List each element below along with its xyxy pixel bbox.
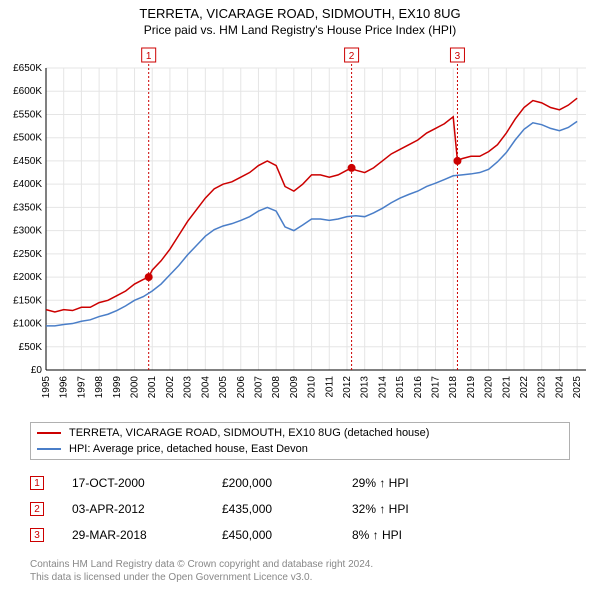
svg-text:£150K: £150K — [13, 295, 42, 306]
svg-text:2008: 2008 — [271, 376, 282, 399]
svg-text:£650K: £650K — [13, 63, 42, 74]
svg-text:1997: 1997 — [76, 376, 87, 399]
svg-text:£550K: £550K — [13, 109, 42, 120]
svg-text:£400K: £400K — [13, 179, 42, 190]
svg-text:2015: 2015 — [395, 376, 406, 399]
svg-text:£450K: £450K — [13, 156, 42, 167]
svg-text:£50K: £50K — [19, 342, 43, 353]
svg-text:2010: 2010 — [307, 376, 318, 399]
transaction-marker: 1 — [30, 476, 44, 490]
chart-svg: £0 £50K £100K £150K £200K £250K £300K £350K £400… — [4, 44, 594, 414]
transaction-price: £200,000 — [222, 476, 352, 490]
svg-text:2009: 2009 — [289, 376, 300, 399]
legend-box: TERRETA, VICARAGE ROAD, SIDMOUTH, EX10 8… — [30, 422, 570, 460]
legend-item: TERRETA, VICARAGE ROAD, SIDMOUTH, EX10 8… — [37, 425, 563, 441]
chart-subtitle: Price paid vs. HM Land Registry's House … — [0, 21, 600, 41]
legend-item: HPI: Average price, detached house, East… — [37, 441, 563, 457]
svg-text:2001: 2001 — [147, 376, 158, 399]
transaction-marker: 2 — [30, 502, 44, 516]
svg-text:3: 3 — [455, 51, 461, 62]
transaction-delta: 8% ↑ HPI — [352, 528, 472, 542]
svg-text:1998: 1998 — [94, 376, 105, 399]
svg-text:2014: 2014 — [377, 376, 388, 399]
footer-line-2: This data is licensed under the Open Gov… — [30, 571, 373, 584]
transaction-price: £435,000 — [222, 502, 352, 516]
transaction-date: 17-OCT-2000 — [72, 476, 222, 490]
svg-text:£300K: £300K — [13, 226, 42, 237]
svg-text:2020: 2020 — [484, 376, 495, 399]
svg-text:2024: 2024 — [554, 376, 565, 399]
transaction-row: 3 29-MAR-2018£450,0008% ↑ HPI — [30, 522, 570, 548]
svg-text:£350K: £350K — [13, 202, 42, 213]
svg-text:2005: 2005 — [218, 376, 229, 399]
svg-text:2016: 2016 — [413, 376, 424, 399]
svg-text:2021: 2021 — [501, 376, 512, 399]
svg-text:2000: 2000 — [130, 376, 141, 399]
transaction-date: 29-MAR-2018 — [72, 528, 222, 542]
legend-label: TERRETA, VICARAGE ROAD, SIDMOUTH, EX10 8… — [69, 427, 429, 439]
svg-text:2012: 2012 — [342, 376, 353, 399]
svg-text:1: 1 — [146, 51, 152, 62]
svg-text:2022: 2022 — [519, 376, 530, 399]
svg-text:2: 2 — [349, 51, 355, 62]
legend-label: HPI: Average price, detached house, East… — [69, 443, 308, 455]
transaction-price: £450,000 — [222, 528, 352, 542]
transaction-delta: 32% ↑ HPI — [352, 502, 472, 516]
svg-text:£250K: £250K — [13, 249, 42, 260]
svg-text:2007: 2007 — [253, 376, 264, 399]
svg-text:1996: 1996 — [59, 376, 70, 399]
svg-text:2013: 2013 — [360, 376, 371, 399]
svg-text:2004: 2004 — [200, 376, 211, 399]
svg-text:2018: 2018 — [448, 376, 459, 399]
chart-area: £0 £50K £100K £150K £200K £250K £300K £350K £400… — [4, 44, 594, 414]
svg-text:2023: 2023 — [537, 376, 548, 399]
footer-line-1: Contains HM Land Registry data © Crown c… — [30, 558, 373, 571]
svg-text:2011: 2011 — [324, 376, 335, 398]
chart-title: TERRETA, VICARAGE ROAD, SIDMOUTH, EX10 8… — [0, 0, 600, 21]
legend-swatch — [37, 448, 61, 450]
transaction-row: 1 17-OCT-2000£200,00029% ↑ HPI — [30, 470, 570, 496]
svg-text:£500K: £500K — [13, 133, 42, 144]
svg-text:£200K: £200K — [13, 272, 42, 283]
svg-text:£100K: £100K — [13, 319, 42, 330]
transaction-marker: 3 — [30, 528, 44, 542]
legend-swatch — [37, 432, 61, 434]
transaction-table: 1 17-OCT-2000£200,00029% ↑ HPI 2 03-APR-201… — [30, 470, 570, 548]
svg-text:2019: 2019 — [466, 376, 477, 399]
svg-text:£600K: £600K — [13, 86, 42, 97]
legend-and-table: TERRETA, VICARAGE ROAD, SIDMOUTH, EX10 8… — [30, 422, 570, 548]
transaction-delta: 29% ↑ HPI — [352, 476, 472, 490]
transaction-date: 03-APR-2012 — [72, 502, 222, 516]
svg-text:2017: 2017 — [431, 376, 442, 399]
svg-text:2003: 2003 — [183, 376, 194, 399]
svg-text:1995: 1995 — [41, 376, 52, 399]
svg-text:1999: 1999 — [112, 376, 123, 399]
svg-text:£0: £0 — [31, 365, 43, 376]
svg-text:2002: 2002 — [165, 376, 176, 399]
svg-text:2006: 2006 — [236, 376, 247, 399]
transaction-row: 2 03-APR-2012£435,00032% ↑ HPI — [30, 496, 570, 522]
svg-text:2025: 2025 — [572, 376, 583, 399]
footer-attribution: Contains HM Land Registry data © Crown c… — [30, 558, 373, 584]
chart-container: TERRETA, VICARAGE ROAD, SIDMOUTH, EX10 8… — [0, 0, 600, 590]
